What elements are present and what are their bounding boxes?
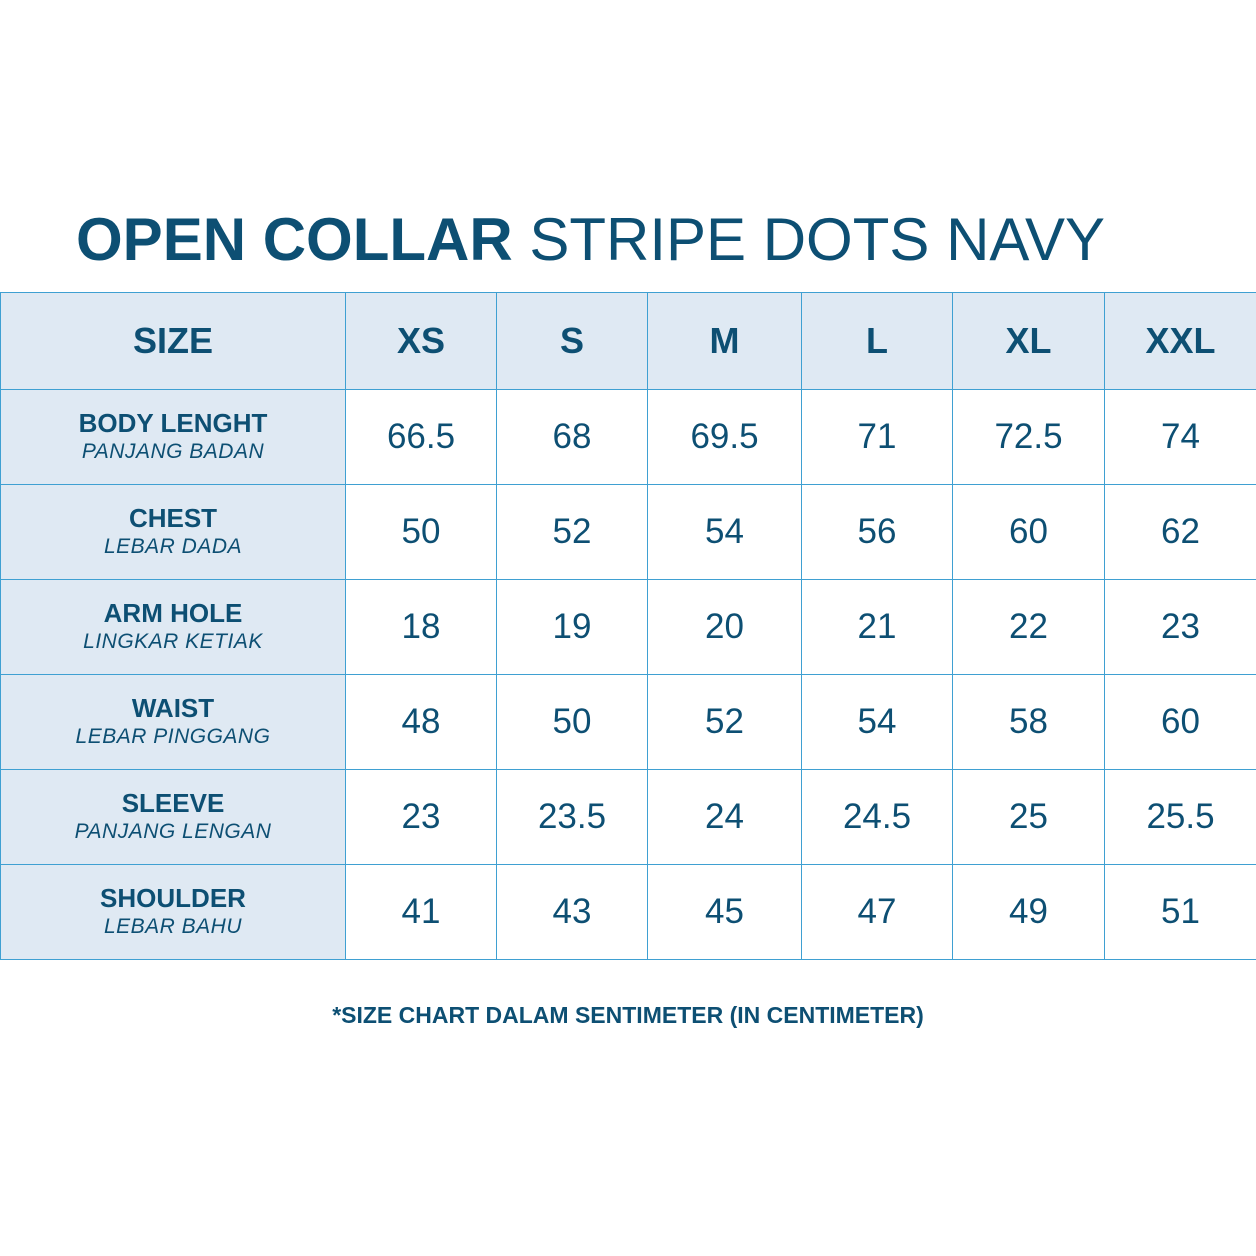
row-label: SHOULDER: [100, 883, 246, 913]
row-sublabel: LEBAR BAHU: [103, 915, 243, 938]
value-cell: 50: [345, 484, 497, 580]
value-cell: 56: [801, 484, 953, 580]
value-cell: 68: [496, 389, 648, 485]
value-cell: 19: [496, 579, 648, 675]
value-cell: 50: [496, 674, 648, 770]
row-label: BODY LENGHT: [78, 408, 268, 438]
value-cell: 24.5: [801, 769, 953, 865]
header-xxl: XXL: [1104, 292, 1256, 390]
table-row-shoulder: SHOULDER LEBAR BAHU 41 43 45 47 49 51: [0, 864, 1256, 960]
table-row-waist: WAIST LEBAR PINGGANG 48 50 52 54 58 60: [0, 674, 1256, 770]
value-cell: 25: [952, 769, 1105, 865]
value-cell: 52: [496, 484, 648, 580]
value-cell: 52: [647, 674, 802, 770]
value-cell: 23: [345, 769, 497, 865]
row-sublabel: LINGKAR KETIAK: [83, 630, 263, 653]
value-cell: 74: [1104, 389, 1256, 485]
row-label-cell: CHEST LEBAR DADA: [0, 484, 346, 580]
table-row-body-length: BODY LENGHT PANJANG BADAN 66.5 68 69.5 7…: [0, 389, 1256, 485]
value-cell: 43: [496, 864, 648, 960]
row-sublabel: PANJANG BADAN: [81, 440, 265, 463]
row-label-cell: ARM HOLE LINGKAR KETIAK: [0, 579, 346, 675]
header-s: S: [496, 292, 648, 390]
value-cell: 54: [801, 674, 953, 770]
value-cell: 45: [647, 864, 802, 960]
value-cell: 72.5: [952, 389, 1105, 485]
row-label-cell: SHOULDER LEBAR BAHU: [0, 864, 346, 960]
value-cell: 48: [345, 674, 497, 770]
value-cell: 69.5: [647, 389, 802, 485]
value-cell: 49: [952, 864, 1105, 960]
row-sublabel: LEBAR PINGGANG: [75, 725, 271, 748]
table-row-chest: CHEST LEBAR DADA 50 52 54 56 60 62: [0, 484, 1256, 580]
header-size: SIZE: [0, 292, 346, 390]
value-cell: 20: [647, 579, 802, 675]
title-light: STRIPE DOTS NAVY: [529, 206, 1105, 273]
row-label: ARM HOLE: [103, 598, 243, 628]
row-label: CHEST: [128, 503, 218, 533]
header-xs: XS: [345, 292, 497, 390]
title-bold: OPEN COLLAR: [76, 206, 513, 273]
value-cell: 25.5: [1104, 769, 1256, 865]
page-title: OPEN COLLAR STRIPE DOTS NAVY: [76, 205, 1105, 275]
table-row-sleeve: SLEEVE PANJANG LENGAN 23 23.5 24 24.5 25…: [0, 769, 1256, 865]
value-cell: 71: [801, 389, 953, 485]
row-label-cell: BODY LENGHT PANJANG BADAN: [0, 389, 346, 485]
row-label-cell: SLEEVE PANJANG LENGAN: [0, 769, 346, 865]
value-cell: 18: [345, 579, 497, 675]
footnote: *SIZE CHART DALAM SENTIMETER (IN CENTIME…: [332, 1002, 924, 1028]
value-cell: 62: [1104, 484, 1256, 580]
value-cell: 23.5: [496, 769, 648, 865]
size-chart-table: SIZE XS S M L XL XXL BODY LENGHT PANJANG…: [0, 292, 1256, 960]
value-cell: 60: [952, 484, 1105, 580]
row-label: WAIST: [131, 693, 215, 723]
value-cell: 21: [801, 579, 953, 675]
row-label-cell: WAIST LEBAR PINGGANG: [0, 674, 346, 770]
row-sublabel: PANJANG LENGAN: [74, 820, 272, 843]
value-cell: 23: [1104, 579, 1256, 675]
value-cell: 24: [647, 769, 802, 865]
header-l: L: [801, 292, 953, 390]
row-label: SLEEVE: [121, 788, 225, 818]
value-cell: 51: [1104, 864, 1256, 960]
value-cell: 66.5: [345, 389, 497, 485]
value-cell: 41: [345, 864, 497, 960]
table-row-arm-hole: ARM HOLE LINGKAR KETIAK 18 19 20 21 22 2…: [0, 579, 1256, 675]
value-cell: 58: [952, 674, 1105, 770]
header-xl: XL: [952, 292, 1105, 390]
table-header-row: SIZE XS S M L XL XXL: [0, 292, 1256, 390]
value-cell: 54: [647, 484, 802, 580]
value-cell: 47: [801, 864, 953, 960]
value-cell: 22: [952, 579, 1105, 675]
value-cell: 60: [1104, 674, 1256, 770]
row-sublabel: LEBAR DADA: [103, 535, 243, 558]
header-m: M: [647, 292, 802, 390]
